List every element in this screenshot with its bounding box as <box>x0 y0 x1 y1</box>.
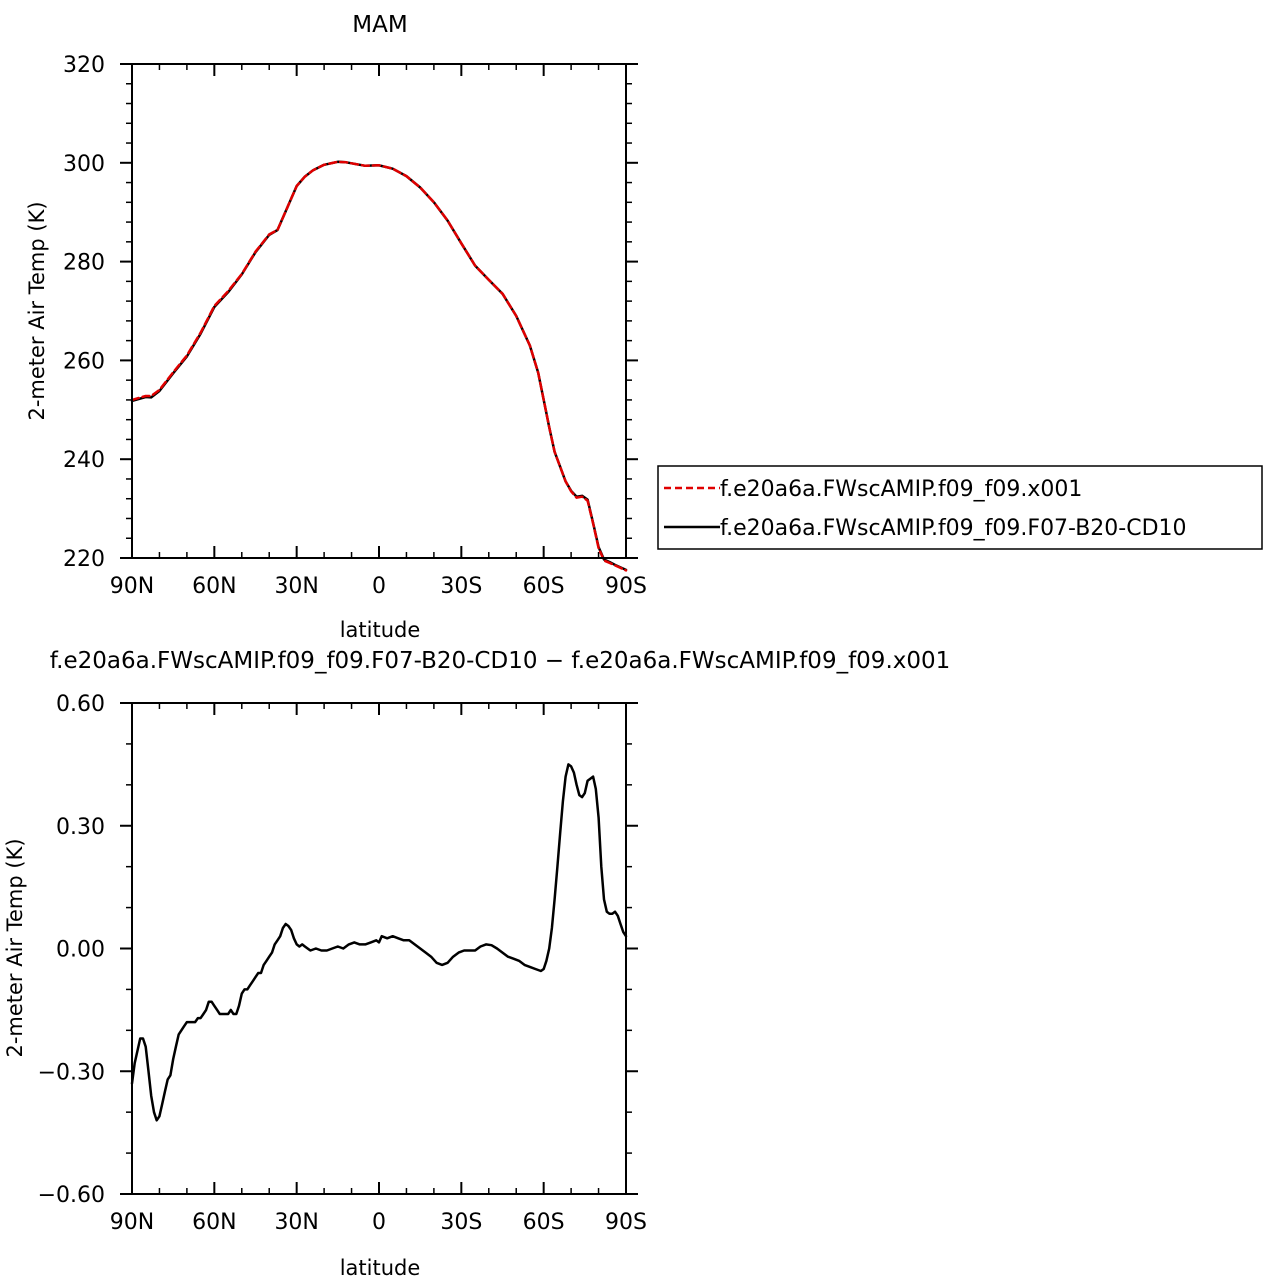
top-chart-series-line-1 <box>130 160 628 572</box>
top-chart-xtick-label: 90S <box>605 574 647 599</box>
legend-label-series-2: f.e20a6a.FWscAMIP.f09_f09.F07-B20-CD10 <box>720 516 1187 541</box>
top-chart-xtick-label: 0 <box>372 574 386 599</box>
top-chart-ytick-label: 220 <box>63 547 105 572</box>
bottom-chart-ytick-label: −0.30 <box>38 1060 105 1085</box>
bottom-chart-ytick-label: 0.60 <box>56 692 105 717</box>
top-chart-xtick-label: 60N <box>192 574 236 599</box>
top-chart-ytick-label: 280 <box>63 251 105 276</box>
bottom-chart-frame <box>131 702 627 1195</box>
bottom-chart-xtick-label: 60S <box>523 1210 565 1235</box>
bottom-chart-ytick-label: −0.60 <box>38 1183 105 1208</box>
top-chart-ytick-label: 300 <box>63 152 105 177</box>
top-chart-xtick-label: 90N <box>110 574 154 599</box>
top-chart-xlabel: latitude <box>340 618 421 642</box>
bottom-chart-xtick-label: 90N <box>110 1210 154 1235</box>
top-chart-xtick-label: 30S <box>440 574 482 599</box>
bottom-chart-ytick-label: 0.00 <box>56 938 105 963</box>
bottom-chart-xtick-label: 30S <box>440 1210 482 1235</box>
legend: f.e20a6a.FWscAMIP.f09_f09.x001 f.e20a6a.… <box>657 465 1263 550</box>
top-chart-xtick-label: 30N <box>274 574 318 599</box>
bottom-chart-ylabel: 2-meter Air Temp (K) <box>3 838 27 1057</box>
bottom-chart-title: f.e20a6a.FWscAMIP.f09_f09.F07-B20-CD10 −… <box>50 648 951 674</box>
bottom-chart-ytick-label: 0.30 <box>56 815 105 840</box>
legend-box <box>657 465 1263 550</box>
bottom-chart: f.e20a6a.FWscAMIP.f09_f09.F07-B20-CD10 −… <box>3 648 950 1280</box>
top-chart-ylabel: 2-meter Air Temp (K) <box>25 201 49 420</box>
bottom-chart-xlabel: latitude <box>340 1256 421 1280</box>
top-chart-ticks: 90N 60N 30N 0 30S 60S 90S 220 240 260 280 300 320 <box>63 53 647 599</box>
bottom-chart-plot-area <box>130 763 628 1122</box>
bottom-chart-xtick-label: 90S <box>605 1210 647 1235</box>
top-chart-title: MAM <box>352 12 407 38</box>
top-chart-ytick-label: 320 <box>63 53 105 78</box>
top-chart-frame <box>131 63 627 559</box>
top-chart: MAM 90N 60N 30N 0 30S 60S 90S 220 240 260 280 300 32… <box>25 12 647 642</box>
bottom-chart-xtick-label: 60N <box>192 1210 236 1235</box>
top-chart-series-line-2 <box>130 160 628 572</box>
top-chart-ytick-label: 240 <box>63 448 105 473</box>
top-chart-ytick-label: 260 <box>63 349 105 374</box>
legend-label-series-1: f.e20a6a.FWscAMIP.f09_f09.x001 <box>720 477 1082 502</box>
top-chart-plot-area <box>130 160 628 572</box>
bottom-chart-ticks: 90N 60N 30N 0 30S 60S 90S −0.60 −0.30 0.00 0.30 0.6… <box>38 692 647 1235</box>
bottom-chart-xtick-label: 0 <box>372 1210 386 1235</box>
top-chart-xtick-label: 60S <box>523 574 565 599</box>
bottom-chart-series-line-1 <box>130 763 628 1122</box>
bottom-chart-xtick-label: 30N <box>274 1210 318 1235</box>
